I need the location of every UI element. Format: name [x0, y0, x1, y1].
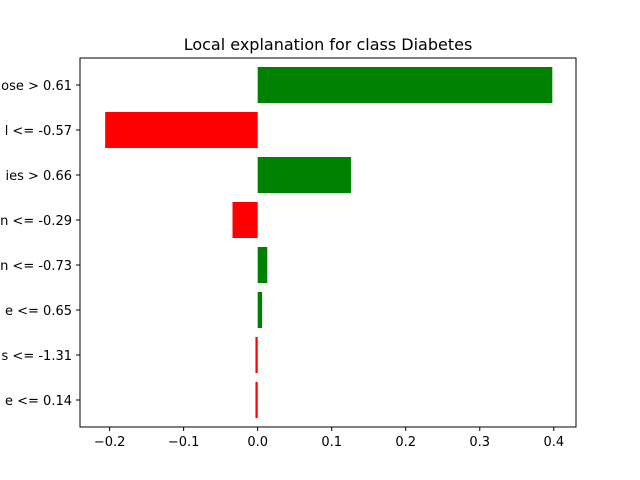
x-tick-label: 0.0 — [247, 435, 268, 450]
y-tick-label: n <= -0.29 — [0, 214, 72, 229]
x-tick-label: 0.4 — [543, 435, 564, 450]
bar — [257, 67, 553, 103]
y-tick-labels: ose > 0.61 l <= -0.57 ies > 0.66 n <= -0.29… — [0, 79, 80, 409]
bars — [105, 67, 553, 418]
y-tick-label: s <= -1.31 — [2, 349, 72, 364]
x-tick-label: −0.1 — [168, 435, 200, 450]
bar — [257, 247, 268, 283]
y-tick-label: ies > 0.66 — [6, 169, 73, 184]
y-tick-label: ose > 0.61 — [1, 79, 72, 94]
chart-title: Local explanation for class Diabetes — [184, 35, 473, 54]
x-tick-label: 0.2 — [395, 435, 416, 450]
bar — [255, 382, 258, 418]
y-tick-label: e <= 0.65 — [5, 304, 72, 319]
plot-frame — [79, 57, 577, 428]
y-tick-label: e <= 0.14 — [5, 394, 72, 409]
y-tick-label: l <= -0.57 — [5, 124, 72, 139]
bar — [105, 112, 258, 148]
x-tick-label: 0.1 — [321, 435, 342, 450]
x-tick-label: 0.3 — [469, 435, 490, 450]
bar — [232, 202, 258, 238]
x-axis: −0.2 −0.1 0.0 0.1 0.2 0.3 0.4 — [94, 427, 564, 450]
bar — [255, 337, 258, 373]
bar — [257, 292, 263, 328]
bar — [257, 157, 351, 193]
x-tick-label: −0.2 — [94, 435, 126, 450]
y-tick-label: n <= -0.73 — [0, 259, 72, 274]
